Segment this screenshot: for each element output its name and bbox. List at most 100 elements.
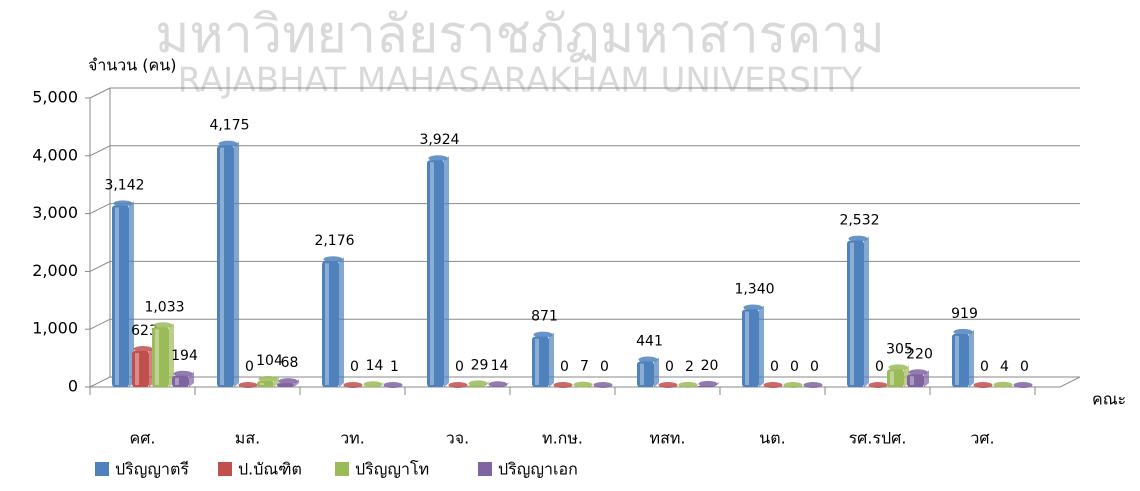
x-tick-label: ทสท. [650,429,686,448]
floor [90,376,1081,388]
bar-top [173,370,193,377]
bar [257,380,274,387]
bar [132,350,149,387]
bar-top [783,382,803,388]
bar-side [759,305,764,387]
value-label: 68 [281,355,299,371]
value-label: 623 [131,323,158,339]
bar-highlight [175,377,179,385]
bar-side [969,329,974,387]
bar-side [654,357,659,387]
bar [637,361,654,387]
bar-side [444,156,449,387]
value-label: 220 [906,346,933,362]
value-label: 0 [245,359,254,375]
bar-highlight [220,147,224,385]
bar [697,385,714,387]
value-label: 2 [685,359,694,375]
legend-label: ปริญญาตรี [115,460,189,479]
bar-top [428,155,448,162]
x-tick-label: วศ. [970,429,994,448]
bar [467,385,484,387]
bar-top [993,381,1013,388]
value-label: 0 [1020,359,1029,375]
x-tick-label: มส. [235,429,260,448]
y-tick-label: 0 [68,377,78,396]
bar [952,333,969,387]
bar-top [448,382,468,388]
value-label: 194 [171,348,198,364]
bar-top [763,382,783,388]
bar-highlight [955,335,959,385]
grid-line [89,203,1080,215]
value-label: 14 [366,358,384,374]
bar [362,386,379,387]
value-label: 29 [471,357,489,373]
value-label: 0 [560,359,569,375]
bar-side [274,376,279,387]
bar-highlight [260,382,264,385]
value-label: 7 [580,359,589,375]
grid-line [89,145,1080,157]
bar-top [658,382,678,388]
bar-top [868,382,888,388]
bar-top [803,382,823,388]
x-tick-label: ท.กษ. [542,429,583,448]
x-tick-label: วท. [340,429,365,448]
legend-label: ป.บัณฑิต [238,460,302,479]
bar-top [698,380,718,387]
legend-swatch [478,462,492,476]
bar-highlight [535,338,539,385]
x-tick-label: วจ. [446,429,469,448]
grid-line [89,87,1080,99]
value-label: 871 [531,309,558,325]
watermark: RAJABHAT MAHASARAKHAM UNIVERSITY [178,61,863,101]
x-tick-label: รศ.รปศ. [849,429,907,448]
value-label: 14 [491,358,509,374]
bar-highlight [135,352,139,385]
value-label: 441 [636,334,663,350]
bar-top [973,382,993,388]
bar [847,240,864,387]
bar-top [363,381,383,388]
x-axis-label: คณะ [1092,390,1126,409]
bar [322,261,339,387]
bar-top [278,378,298,385]
bar [887,369,904,387]
bar [907,374,924,387]
bar-top [553,382,573,388]
bar-top [573,381,593,388]
value-label: 1 [390,359,399,375]
bar-highlight [640,363,644,385]
bar-top [593,382,613,388]
bar-top [468,380,488,387]
bar-top [323,256,343,263]
value-label: 0 [810,359,819,375]
bar-top [888,364,908,371]
grid-line [89,260,1080,272]
bar-top [488,381,508,388]
bar-top [1013,382,1033,388]
bar-top [113,200,133,207]
bar [277,383,294,387]
value-label: 919 [951,306,978,322]
value-label: 3,924 [419,132,459,148]
bar-highlight [325,263,329,385]
bar [172,375,189,387]
bar-top [133,345,153,352]
value-label: 0 [980,359,989,375]
legend-swatch [218,462,232,476]
bar-top [638,356,658,363]
bar [487,386,504,387]
value-label: 3,142 [104,177,144,193]
bar-highlight [910,376,914,385]
bar-highlight [745,311,749,385]
bar-top [343,382,363,388]
bar-highlight [155,329,159,385]
value-label: 0 [770,359,779,375]
bar-top [908,369,928,376]
value-label: 2,176 [314,233,354,249]
y-tick-label: 4,000 [32,145,78,164]
bar-top [238,382,258,388]
legend-label: ปริญญาโท [355,460,429,479]
